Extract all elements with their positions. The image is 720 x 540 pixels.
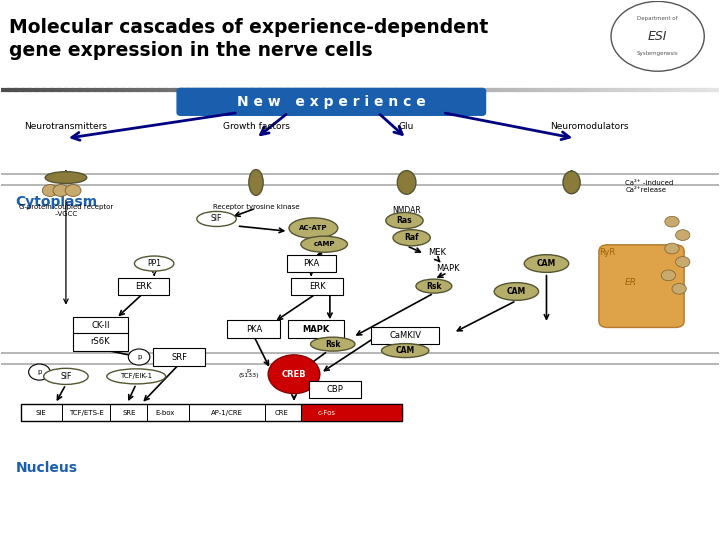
Text: c-Fos: c-Fos [318, 410, 336, 416]
Text: CRE: CRE [274, 410, 288, 416]
Text: E-box: E-box [156, 410, 175, 416]
Circle shape [66, 185, 81, 197]
Ellipse shape [197, 212, 236, 226]
Text: G-protein coupled receptor
–VGCC: G-protein coupled receptor –VGCC [19, 205, 113, 218]
Text: p: p [37, 369, 42, 375]
Circle shape [29, 364, 50, 380]
Text: SIE: SIE [35, 410, 46, 416]
Text: ERK: ERK [135, 282, 152, 291]
Text: TCF/ElK-1: TCF/ElK-1 [120, 373, 153, 380]
Text: AC-ATP: AC-ATP [299, 225, 328, 231]
Text: CREB: CREB [282, 370, 306, 379]
Text: N e w   e x p e r i e n c e: N e w e x p e r i e n c e [237, 95, 426, 109]
Text: TCF/ETS-E: TCF/ETS-E [68, 410, 104, 416]
Ellipse shape [524, 255, 569, 272]
FancyBboxPatch shape [153, 348, 205, 366]
FancyBboxPatch shape [73, 333, 127, 350]
Text: CAM: CAM [507, 287, 526, 296]
Circle shape [672, 284, 686, 294]
Text: Department of: Department of [637, 16, 678, 21]
Text: SRE: SRE [122, 410, 136, 416]
Ellipse shape [494, 282, 539, 300]
Text: p
(S133): p (S133) [238, 368, 259, 379]
Circle shape [53, 185, 69, 197]
Circle shape [675, 230, 690, 240]
Text: PKA: PKA [303, 259, 320, 268]
Ellipse shape [386, 213, 423, 228]
Text: CK-II: CK-II [91, 321, 109, 330]
Ellipse shape [301, 236, 348, 252]
Text: Molecular cascades of experience-dependent
gene expression in the nerve cells: Molecular cascades of experience-depende… [9, 17, 488, 60]
Text: Cytoplasm: Cytoplasm [16, 195, 98, 209]
Text: Glu: Glu [399, 123, 414, 131]
Text: SIF: SIF [211, 214, 222, 224]
Circle shape [128, 349, 150, 365]
Text: Growth factors: Growth factors [222, 123, 289, 131]
Text: Rsk: Rsk [325, 340, 341, 349]
Text: ER: ER [625, 278, 637, 287]
Circle shape [42, 185, 58, 197]
Ellipse shape [563, 171, 580, 194]
Ellipse shape [289, 218, 338, 238]
Circle shape [665, 243, 679, 254]
Circle shape [675, 256, 690, 267]
Text: Systemgenesis: Systemgenesis [636, 51, 678, 56]
Text: ERK: ERK [309, 282, 325, 291]
FancyBboxPatch shape [291, 278, 343, 295]
Ellipse shape [44, 368, 88, 384]
Bar [301, 404, 402, 422]
FancyBboxPatch shape [117, 278, 169, 295]
FancyBboxPatch shape [309, 381, 361, 398]
FancyBboxPatch shape [228, 321, 280, 338]
Text: PP1: PP1 [147, 259, 161, 268]
Text: p: p [137, 354, 141, 360]
FancyBboxPatch shape [372, 327, 439, 344]
Text: ESI: ESI [648, 30, 667, 43]
Text: Raf: Raf [405, 233, 419, 242]
Ellipse shape [382, 343, 429, 357]
Text: SRF: SRF [171, 353, 187, 362]
Text: CAM: CAM [537, 259, 556, 268]
Bar [22, 404, 402, 422]
Text: CAM: CAM [395, 346, 415, 355]
Circle shape [665, 217, 679, 227]
Ellipse shape [45, 172, 86, 184]
Circle shape [268, 355, 320, 394]
Ellipse shape [416, 279, 452, 293]
Text: Neuromodulators: Neuromodulators [550, 123, 629, 131]
Text: Ras: Ras [397, 216, 413, 225]
FancyBboxPatch shape [287, 255, 336, 272]
Text: MAPK: MAPK [436, 264, 459, 273]
Text: Ca²⁺ -induced
Ca²⁺release: Ca²⁺ -induced Ca²⁺release [626, 180, 674, 193]
Text: NMDAR: NMDAR [392, 206, 421, 214]
Text: Nucleus: Nucleus [16, 461, 78, 475]
Text: CaMKIV: CaMKIV [390, 331, 421, 340]
Text: SIF: SIF [60, 372, 71, 381]
Text: RyR: RyR [599, 248, 616, 257]
Text: AP-1/CRE: AP-1/CRE [211, 410, 243, 416]
Ellipse shape [249, 170, 264, 195]
Text: Rsk: Rsk [426, 282, 441, 291]
Ellipse shape [107, 369, 166, 384]
Ellipse shape [310, 337, 355, 351]
FancyBboxPatch shape [73, 317, 127, 334]
Ellipse shape [393, 230, 431, 246]
Text: Receptor tyrosine kinase: Receptor tyrosine kinase [212, 205, 300, 211]
Text: PKA: PKA [246, 325, 262, 334]
Text: rS6K: rS6K [91, 338, 110, 347]
Text: CBP: CBP [326, 385, 343, 394]
Text: MAPK: MAPK [302, 325, 329, 334]
FancyBboxPatch shape [287, 321, 343, 338]
Ellipse shape [135, 256, 174, 271]
Text: cAMP: cAMP [313, 241, 335, 247]
FancyBboxPatch shape [177, 89, 485, 115]
Text: MEK: MEK [428, 248, 446, 257]
Text: Neurotransmitters: Neurotransmitters [24, 123, 107, 131]
Circle shape [661, 270, 675, 281]
Ellipse shape [397, 171, 416, 194]
FancyBboxPatch shape [599, 245, 684, 327]
